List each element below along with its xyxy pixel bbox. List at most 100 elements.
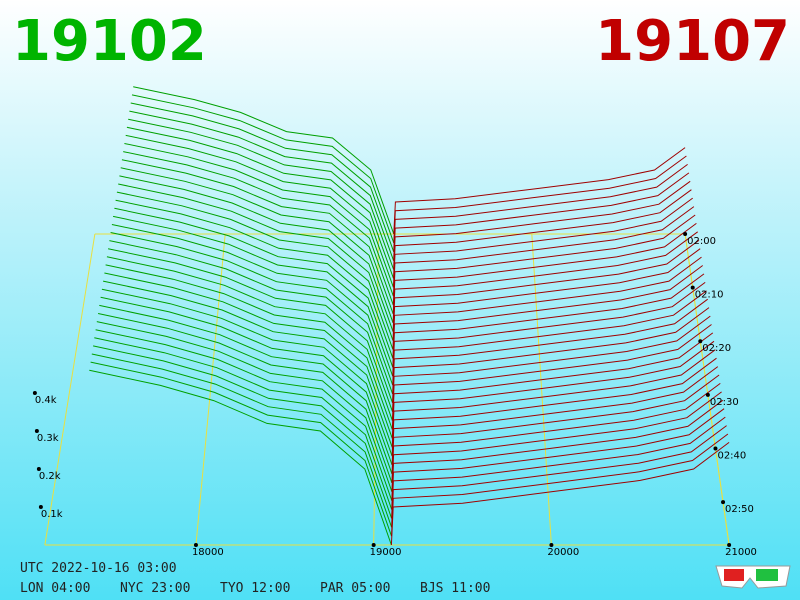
depth-line [101, 288, 393, 457]
time-tick [690, 285, 695, 290]
depth-line [392, 222, 697, 315]
depth-line [105, 264, 393, 430]
frame-line [44, 233, 96, 546]
city-time: TYO 12:00 [220, 581, 290, 596]
depth-line [102, 280, 393, 448]
time-tick-label: 02:50 [725, 504, 754, 515]
depth-line [100, 296, 393, 466]
depth-line [391, 357, 717, 457]
depth-line [392, 290, 707, 386]
time-tick [683, 232, 688, 236]
depth-line [114, 207, 394, 368]
city-time: BJS 11:00 [420, 581, 490, 596]
depth-line [392, 214, 696, 306]
y-tick-label: 0.4k [35, 395, 57, 406]
grid-line [531, 233, 552, 546]
depth-line [393, 189, 692, 279]
x-tick [371, 543, 376, 547]
depth-line [392, 206, 695, 297]
city-time: NYC 23:00 [120, 581, 190, 596]
depth-line [392, 315, 711, 412]
x-tick [727, 543, 732, 547]
depth-line [391, 324, 712, 421]
depth-line [392, 256, 702, 350]
depth-line [392, 298, 708, 394]
depth-line [391, 340, 715, 439]
depth-line [392, 248, 701, 341]
depth-line [392, 265, 703, 359]
depth-line [391, 374, 720, 474]
depth-line [391, 433, 729, 537]
city-time: LON 04:00 [20, 581, 90, 596]
depth-line [129, 110, 395, 261]
depth-line [97, 313, 393, 483]
grid-line [373, 233, 380, 546]
time-tick-label: 02:00 [687, 236, 716, 247]
depth-line [99, 304, 393, 475]
depth-line [104, 272, 393, 439]
depth-line [391, 391, 722, 492]
depth-line [110, 232, 394, 395]
depth-line [96, 321, 393, 492]
depth-line [92, 345, 393, 519]
depth-line [106, 256, 393, 421]
depth-line [91, 353, 393, 528]
depth-line [392, 197, 693, 288]
time-tick-label: 02:10 [695, 290, 724, 301]
depth-line [95, 329, 393, 501]
depth-line [391, 425, 727, 528]
depth-line [120, 167, 394, 324]
time-tick [698, 339, 703, 344]
time-tick-label: 02:40 [717, 450, 746, 461]
depth-line [392, 307, 710, 403]
y-tick-label: 0.2k [39, 471, 61, 482]
depth-line [390, 441, 730, 546]
y-tick [32, 391, 37, 395]
x-tick-label: 19000 [370, 547, 402, 558]
time-tick [705, 392, 710, 397]
depth-line [391, 332, 714, 430]
x-tick-label: 21000 [725, 547, 757, 558]
y-tick-label: 0.3k [37, 433, 59, 444]
depth-line [391, 349, 716, 448]
ask-price: 19107 [595, 9, 790, 74]
depth-line [111, 224, 394, 386]
depth-line [393, 147, 686, 235]
depth-line [393, 180, 691, 270]
depth-line [126, 126, 394, 279]
city-time: PAR 05:00 [320, 581, 390, 596]
depth-line [392, 231, 698, 323]
depth-line [392, 273, 705, 368]
time-tick-label: 02:20 [702, 343, 731, 354]
grid-line [195, 233, 226, 546]
y-tick-label: 0.1k [41, 509, 63, 520]
y-tick [38, 505, 43, 509]
depth-line [90, 361, 392, 537]
depth-line [121, 159, 394, 315]
depth-line [391, 366, 719, 466]
time-tick [713, 446, 718, 451]
depth-line [124, 143, 394, 297]
depth-line [128, 118, 395, 270]
depth-line [392, 239, 700, 332]
x-tick [193, 543, 198, 547]
y-tick [34, 429, 39, 433]
depth-line [109, 240, 393, 403]
glasses-icon [715, 565, 791, 589]
time-tick-label: 02:30 [710, 397, 739, 408]
depth-line [107, 248, 393, 412]
x-tick-label: 18000 [192, 547, 224, 558]
depth-line [393, 163, 688, 252]
depth-line [112, 215, 394, 377]
depth-line [125, 134, 394, 288]
y-tick [36, 467, 41, 471]
depth-line [393, 172, 690, 261]
x-tick-label: 20000 [547, 547, 579, 558]
depth-line [94, 337, 393, 510]
depth-line [123, 151, 394, 306]
time-tick [721, 500, 726, 505]
depth-line [118, 183, 394, 341]
depth-line [393, 155, 687, 243]
